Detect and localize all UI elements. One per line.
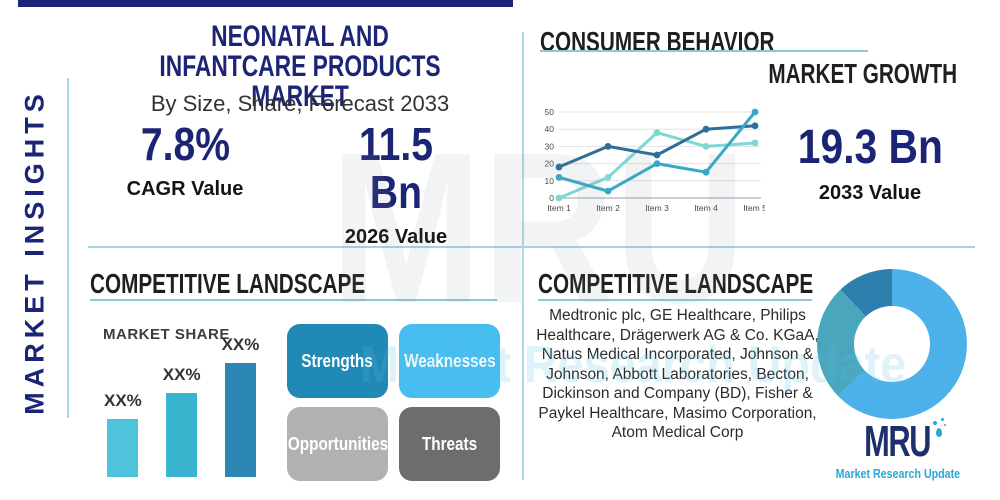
svg-text:Item 4: Item 4: [694, 203, 718, 213]
swot-weaknesses-box: Weaknesses: [399, 324, 500, 398]
page-title: NEONATAL AND INFANTCARE PRODUCTS MARKET: [139, 22, 461, 112]
companies-list: Medtronic plc, GE Healthcare, Philips He…: [536, 307, 819, 442]
top-accent-bar: [18, 0, 513, 7]
market-share-bar-chart: XX% XX% XX%: [104, 335, 259, 477]
swot-strengths-label: Strengths: [301, 350, 374, 371]
cagr-value: 7.8%: [140, 118, 230, 170]
competitive-donut-chart: [817, 269, 967, 419]
heading-consumer-behavior: CONSUMER BEHAVIOR: [540, 26, 857, 58]
mru-logo: MRU Market Research Update: [820, 417, 975, 483]
horizontal-divider: [88, 246, 975, 248]
heading-competitive-landscape-right: COMPETITIVE LANDSCAPE: [538, 268, 910, 300]
bar-value-label: XX%: [162, 365, 201, 384]
swot-weaknesses-label: Weaknesses: [403, 350, 496, 371]
svg-text:0: 0: [549, 193, 554, 203]
stat-cagr: 7.8% CAGR Value: [110, 120, 260, 201]
value-2033: 19.3 Bn: [797, 121, 943, 174]
heading-market-growth: MARKET GROWTH: [702, 58, 957, 90]
sidebar-divider-line: [67, 78, 69, 418]
consumer-behavior-underline: [540, 50, 868, 52]
swot-threats-box: Threats: [399, 407, 500, 481]
heading-consumer-behavior-text: CONSUMER BEHAVIOR: [540, 26, 775, 57]
svg-text:Item 3: Item 3: [645, 203, 669, 213]
bar: [107, 419, 139, 477]
sidebar-vertical-label: MARKET INSIGHTS: [19, 89, 50, 415]
bar-value-label: XX%: [221, 335, 260, 354]
swot-threats-label: Threats: [421, 433, 478, 454]
bar: [166, 393, 198, 477]
svg-text:50: 50: [545, 107, 555, 117]
stat-2026: 11.5 Bn 2026 Value: [316, 120, 476, 249]
svg-text:Item 5: Item 5: [743, 203, 765, 213]
page-title-line2: MARKET: [251, 80, 349, 113]
swot-strengths-box: Strengths: [287, 324, 388, 398]
svg-text:20: 20: [545, 159, 555, 169]
page-title-line1: NEONATAL AND INFANTCARE PRODUCTS: [159, 20, 441, 83]
value-2026: 11.5 Bn: [359, 118, 433, 218]
svg-text:10: 10: [545, 176, 555, 186]
consumer-behavior-line-chart: 0 10 20 30 40 50 Item 1 Item 2 Item 3 Item 4 Item …: [545, 107, 765, 213]
heading-competitive-landscape-left: COMPETITIVE LANDSCAPE: [90, 268, 462, 300]
bar-value-label: XX%: [104, 391, 142, 410]
donut-hole: [854, 306, 930, 382]
label-2033: 2033 Value: [818, 182, 922, 204]
svg-text:40: 40: [545, 124, 555, 134]
heading-competitive-landscape-right-text: COMPETITIVE LANDSCAPE: [538, 268, 814, 299]
competitive-landscape-right-underline: [538, 299, 812, 301]
svg-text:Item 2: Item 2: [596, 203, 620, 213]
mru-logo-text: MRU: [864, 417, 932, 466]
logo-splash-icon: [931, 418, 947, 440]
logo-tagline: Market Research Update: [835, 466, 960, 481]
svg-text:Item 1: Item 1: [547, 203, 571, 213]
swot-opportunities-box: Opportunities: [287, 407, 388, 481]
vertical-divider: [522, 32, 524, 480]
bar-item: XX%: [104, 391, 142, 477]
cagr-label: CAGR Value: [126, 178, 244, 200]
svg-text:30: 30: [545, 141, 555, 151]
swot-opportunities-label: Opportunities: [287, 433, 388, 454]
bar-item: XX%: [221, 335, 260, 477]
competitive-landscape-left-underline: [90, 299, 497, 301]
label-2026: 2026 Value: [344, 226, 448, 248]
stat-2033: 19.3 Bn 2033 Value: [780, 124, 960, 205]
heading-competitive-landscape-left-text: COMPETITIVE LANDSCAPE: [90, 268, 366, 299]
bar: [224, 363, 256, 477]
bar-item: XX%: [163, 365, 201, 477]
market-share-label: MARKET SHARE: [103, 326, 230, 343]
heading-market-growth-text: MARKET GROWTH: [768, 58, 957, 89]
page-subtitle: By Size, Share, Forecast 2033: [150, 91, 450, 116]
